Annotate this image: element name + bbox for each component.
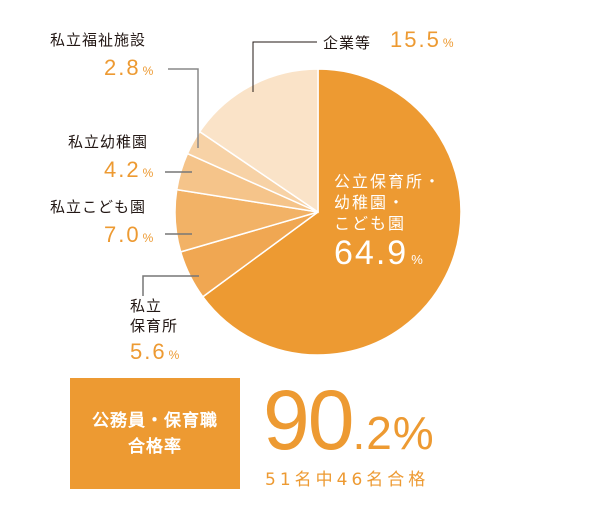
pass-rate-box: 公務員・保育職 合格率 bbox=[70, 378, 240, 489]
pie-slice bbox=[201, 68, 462, 356]
value-kindergarten: 4.2% bbox=[104, 157, 154, 182]
value-kodomoen: 7.0% bbox=[104, 222, 154, 247]
pass-rate-detail: 51名中46名合格 bbox=[265, 470, 430, 490]
label-kindergarten: 私立幼稚園 bbox=[68, 133, 149, 151]
value-public: 64.9% bbox=[334, 234, 423, 272]
label-public: 公立保育所・ 幼稚園・ こども園 bbox=[334, 172, 443, 233]
label-company: 企業等 bbox=[323, 34, 372, 52]
pie-slice bbox=[198, 68, 319, 214]
pass-rate-value: 90.2% bbox=[263, 373, 435, 467]
value-welfare: 2.8% bbox=[104, 55, 154, 80]
value-nursery: 5.6% bbox=[130, 339, 180, 364]
label-nursery: 私立 保育所 bbox=[130, 297, 179, 335]
label-welfare: 私立福祉施設 bbox=[50, 31, 147, 49]
label-kodomoen: 私立こども園 bbox=[50, 198, 147, 216]
value-company: 15.5% bbox=[390, 27, 454, 52]
